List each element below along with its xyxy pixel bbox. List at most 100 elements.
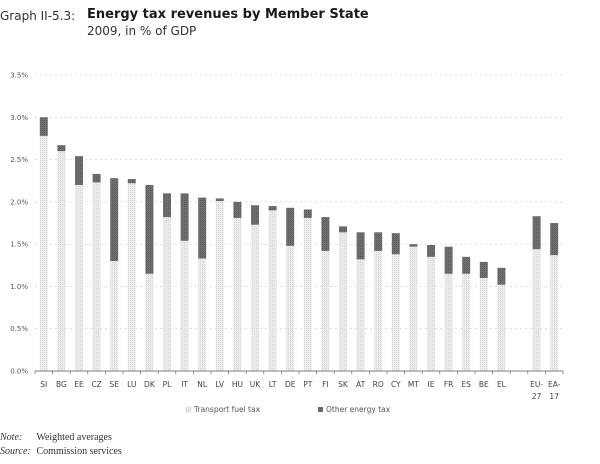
x-tick-label: 27 (532, 392, 542, 401)
bar-transport-hu (233, 217, 242, 371)
bar-transport-si (39, 135, 48, 371)
x-tick-label: LU (127, 380, 136, 389)
bar-transport-uk (251, 224, 259, 371)
bar-other-lu (127, 179, 136, 184)
x-tick-label: PT (303, 380, 313, 389)
x-tick-label: NL (197, 380, 208, 389)
gridlines (35, 74, 563, 330)
x-tick-label: SK (338, 380, 349, 389)
bar-other-eu-27 (532, 216, 541, 250)
bar-other-cy (391, 233, 400, 255)
bar-other-sk (339, 226, 347, 233)
x-tick-label: PL (163, 380, 173, 389)
legend-swatch-other (318, 407, 323, 412)
bar-other-hu (233, 201, 242, 218)
x-axis-labels: SI BG EE CZ SE LU DK PL IT NL LV HU UK LT DE PT FI SK AT RO… (40, 380, 560, 401)
bar-transport-ee (75, 184, 83, 371)
y-tick-label: 2.5% (10, 156, 28, 164)
bar-other-be (479, 261, 488, 278)
bar-other-fi (321, 217, 330, 251)
x-tick-label: CY (391, 380, 401, 389)
y-axis-ticks: 0.0% 0.5% 1.0% 1.5% 2.0% 2.5% 3.0% 3.5% (10, 72, 28, 376)
bar-other-el (497, 267, 506, 285)
note-value: Weighted averages (36, 432, 112, 443)
x-tick-label: RO (373, 380, 384, 389)
bar-other-pl (163, 193, 171, 218)
bar-other-ie (427, 244, 435, 257)
bar-transport-fr (444, 273, 453, 371)
x-tick-label: 17 (549, 392, 559, 401)
legend-label-other: Other energy tax (326, 405, 391, 414)
bar-transport-cz (92, 182, 101, 371)
legend-swatch-transport (185, 406, 192, 413)
y-tick-label: 0.5% (10, 325, 28, 333)
bar-transport-es (462, 273, 471, 371)
bar-transport-lv (215, 201, 224, 371)
x-tick-label: IE (428, 380, 435, 389)
x-tick-label: BE (479, 380, 489, 389)
chart-title: Energy tax revenues by Member State (87, 7, 369, 22)
bar-transport-eu-27 (532, 249, 541, 371)
bar-transport-pt (303, 217, 312, 371)
bar-other-nl (198, 197, 207, 259)
bar-other-at (356, 232, 365, 260)
x-tick-label: EE (74, 380, 84, 389)
bar-transport-dk (145, 273, 154, 371)
legend-label-transport: Transport fuel tax (193, 405, 261, 414)
x-tick-label: UK (250, 380, 261, 389)
bar-other-cz (92, 173, 101, 183)
bar-other-se (110, 178, 119, 262)
bar-other-it (180, 193, 189, 241)
bar-other-ea-17 (550, 223, 559, 256)
x-tick-label: ES (461, 380, 471, 389)
bar-transport-ie (427, 256, 435, 371)
bar-transport-cy (391, 254, 400, 371)
x-tick-label: FR (444, 380, 454, 389)
graph-id: Graph II-5.3: (0, 9, 76, 23)
chart-subtitle: 2009, in % of GDP (87, 24, 197, 38)
bar-transport-be (479, 277, 488, 371)
bar-transport-bg (57, 151, 66, 371)
bars (39, 117, 559, 371)
y-tick-label: 1.0% (10, 283, 28, 291)
y-tick-label: 2.0% (10, 198, 28, 206)
bar-transport-ro (374, 250, 383, 371)
y-tick-label: 3.5% (10, 72, 28, 80)
bar-other-lt (268, 206, 277, 211)
bar-transport-fi (321, 250, 330, 371)
bar-transport-nl (198, 258, 207, 371)
x-tick-label: EA- (548, 380, 561, 389)
x-axis (34, 370, 564, 374)
bar-other-pt (303, 209, 312, 218)
source-value: Commission services (36, 446, 122, 457)
x-tick-label: AT (356, 380, 366, 389)
bar-transport-mt (409, 246, 418, 371)
legend: Transport fuel tax Other energy tax (185, 405, 391, 414)
bar-transport-ea-17 (550, 255, 559, 371)
bar-transport-lt (268, 210, 277, 371)
bar-other-fr (444, 246, 453, 274)
bar-other-uk (251, 205, 259, 225)
y-tick-label: 3.0% (10, 114, 28, 122)
x-tick-label: EU- (530, 380, 543, 389)
bar-transport-lu (127, 183, 136, 371)
x-tick-label: IT (181, 380, 188, 389)
bar-transport-sk (339, 232, 347, 371)
x-tick-label: EL (497, 380, 507, 389)
bar-other-ro (374, 232, 383, 251)
x-tick-label: SE (109, 380, 119, 389)
x-tick-label: LV (216, 380, 225, 389)
bar-transport-pl (163, 217, 171, 371)
bar-other-mt (409, 244, 418, 247)
source-key: Source: (0, 446, 31, 457)
x-tick-label: HU (232, 380, 243, 389)
bar-other-es (462, 256, 471, 274)
y-tick-label: 1.5% (10, 241, 28, 249)
x-tick-label: SI (40, 380, 47, 389)
x-tick-label: BG (56, 380, 67, 389)
bar-other-si (39, 117, 48, 136)
bar-other-lv (215, 198, 224, 202)
bar-other-ee (75, 156, 83, 185)
x-tick-label: MT (408, 380, 419, 389)
